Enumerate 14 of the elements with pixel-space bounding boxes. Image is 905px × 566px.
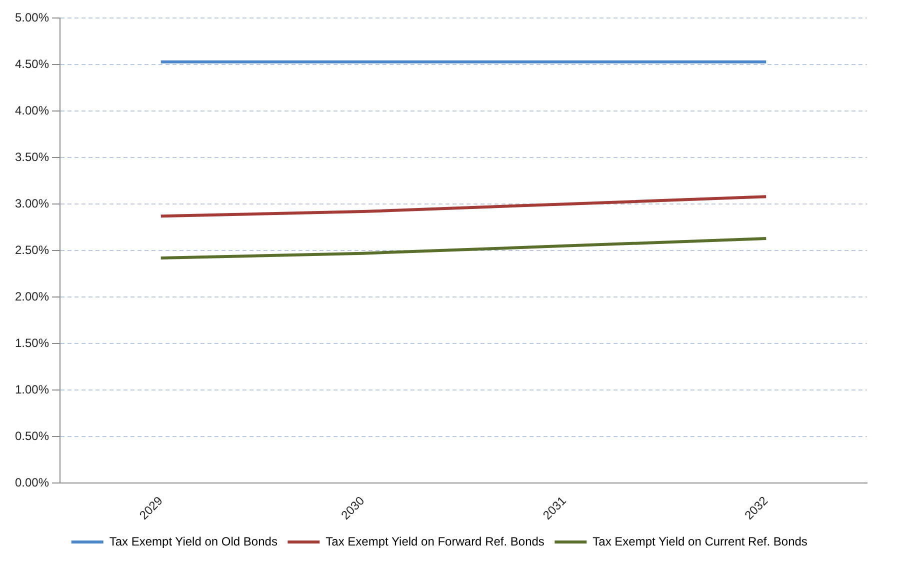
- y-tick-label: 3.00%: [14, 196, 50, 210]
- legend-label: Tax Exempt Yield on Current Ref. Bonds: [592, 534, 808, 548]
- y-tick-label: 0.00%: [14, 475, 50, 490]
- y-tick-label: 2.00%: [14, 289, 50, 304]
- y-tick-label: 5.00%: [14, 10, 50, 25]
- y-tick-label: 0.50%: [14, 428, 50, 443]
- y-tick-label: 4.00%: [14, 103, 50, 118]
- y-tick-label: 1.00%: [14, 382, 50, 396]
- legend-label: Tax Exempt Yield on Old Bonds: [109, 534, 278, 548]
- y-tick-label: 1.50%: [14, 336, 50, 350]
- legend-label: Tax Exempt Yield on Forward Ref. Bonds: [326, 534, 544, 548]
- y-tick-label: 2.50%: [14, 242, 50, 257]
- y-tick-label: 3.50%: [14, 150, 50, 164]
- y-tick-label: 4.50%: [14, 56, 50, 71]
